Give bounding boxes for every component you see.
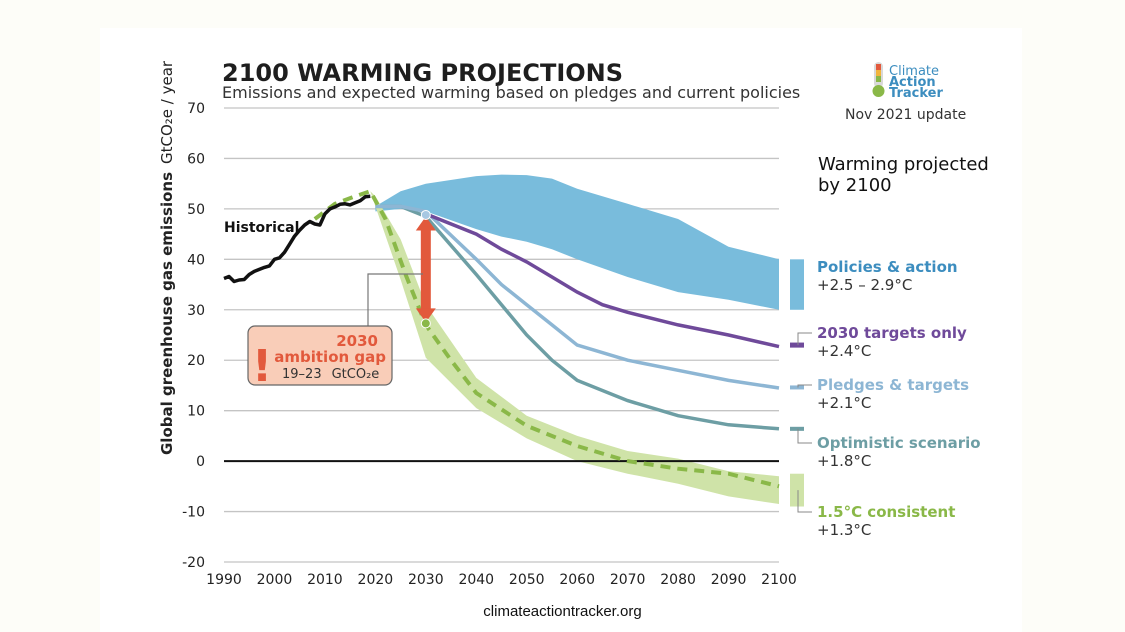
consistent-range: +1.3°C [817, 521, 871, 539]
gap-arrow-shaft [420, 228, 431, 311]
range-bar-pledges [790, 385, 804, 390]
chart-title: 2100 WARMING PROJECTIONS [222, 59, 623, 87]
range-bar-optimistic [790, 426, 804, 431]
logo: Climate Action Tracker Nov 2021 update [845, 62, 966, 123]
connector-optimistic [797, 428, 812, 444]
update-label: Nov 2021 update [845, 107, 966, 123]
consistent-band [370, 191, 779, 504]
gap-year: 2030 [336, 332, 378, 350]
x-tick-2070: 2070 [610, 572, 646, 588]
projection-heading-1: Warming projected [818, 154, 989, 175]
pledges-label: Pledges & targets [817, 376, 969, 394]
y-tick-20: 20 [187, 353, 205, 369]
ambition-gap-callout: ! 2030 ambition gap 19–23 GtCO₂e [247, 273, 423, 392]
optimistic-label: Optimistic scenario [817, 434, 981, 452]
y-tick-30: 30 [187, 303, 205, 319]
y-tick-60: 60 [187, 151, 205, 167]
gap-range: 19–23 GtCO₂e [282, 367, 379, 382]
y-tick--10: -10 [182, 505, 205, 521]
gap-arrow-head-bottom [415, 308, 436, 323]
policies-range: +2.5 – 2.9°C [817, 276, 912, 294]
plot-area [223, 174, 812, 513]
logo-line-3: Tracker [889, 86, 943, 101]
exclamation-icon: ! [252, 341, 272, 392]
connector-targets-2030 [797, 332, 812, 346]
consistent-label: 1.5°C consistent [817, 503, 955, 521]
x-tick-labels: 1990 2000 2010 2020 2030 2040 2050 2060 2070 2080… [206, 572, 797, 588]
callout-leader-line [367, 273, 423, 326]
logo-line-1: Climate [889, 64, 939, 79]
targets-2030-line [425, 212, 780, 349]
y-tick-labels: 70 60 50 40 30 20 10 0 -10 -20 [182, 101, 205, 571]
y-tick-10: 10 [187, 404, 205, 420]
connector-consistent [797, 490, 812, 513]
y-tick-70: 70 [187, 101, 205, 117]
projection-heading-2: by 2100 [818, 175, 892, 196]
y-tick-50: 50 [187, 202, 205, 218]
gap-bottom-marker [420, 318, 431, 329]
logo-line-2: Action [889, 75, 936, 90]
x-tick-2050: 2050 [509, 572, 545, 588]
consistent-median-line [313, 188, 780, 489]
y-axis-unit: GtCO₂e / year [158, 60, 176, 164]
gap-arrow-head-top [415, 216, 436, 231]
range-bar-consistent [790, 473, 804, 507]
x-tick-2100: 2100 [761, 572, 797, 588]
gap-range-unit: GtCO₂e [332, 367, 380, 382]
x-tick-2090: 2090 [711, 572, 747, 588]
range-bar-targets-2030 [790, 342, 804, 348]
historical-label: Historical [224, 220, 299, 236]
y-axis-label: Global greenhouse gas emissions GtCO₂e / … [158, 60, 176, 455]
historical-line [223, 194, 371, 284]
gap-top-marker [420, 209, 431, 220]
policies-band [375, 174, 779, 310]
y-tick-0: 0 [196, 454, 205, 470]
callout-box [247, 325, 393, 386]
thermometer-icon [872, 62, 885, 97]
x-tick-2010: 2010 [307, 572, 343, 588]
gap-label: ambition gap [274, 348, 386, 366]
y-tick--20: -20 [182, 555, 205, 571]
x-tick-2040: 2040 [458, 572, 494, 588]
x-tick-2030: 2030 [408, 572, 444, 588]
y-tick-40: 40 [187, 252, 205, 268]
x-tick-2060: 2060 [559, 572, 595, 588]
x-tick-2000: 2000 [257, 572, 293, 588]
chart-subtitle: Emissions and expected warming based on … [222, 83, 800, 102]
x-tick-2020: 2020 [358, 572, 394, 588]
targets-2030-range: +2.4°C [817, 342, 871, 360]
targets-2030-label: 2030 targets only [817, 324, 967, 342]
x-tick-2080: 2080 [660, 572, 696, 588]
gap-range-value: 19–23 [282, 367, 322, 382]
x-tick-1990: 1990 [206, 572, 242, 588]
policies-label: Policies & action [817, 258, 958, 276]
range-bar-policies [790, 259, 804, 310]
connector-pledges [797, 384, 812, 388]
pledges-range: +2.1°C [817, 394, 871, 412]
source-footer: climateactiontracker.org [483, 603, 642, 620]
y-axis-label-text: Global greenhouse gas emissions [158, 172, 176, 455]
optimistic-range: +1.8°C [817, 452, 871, 470]
pledges-line [375, 204, 780, 390]
